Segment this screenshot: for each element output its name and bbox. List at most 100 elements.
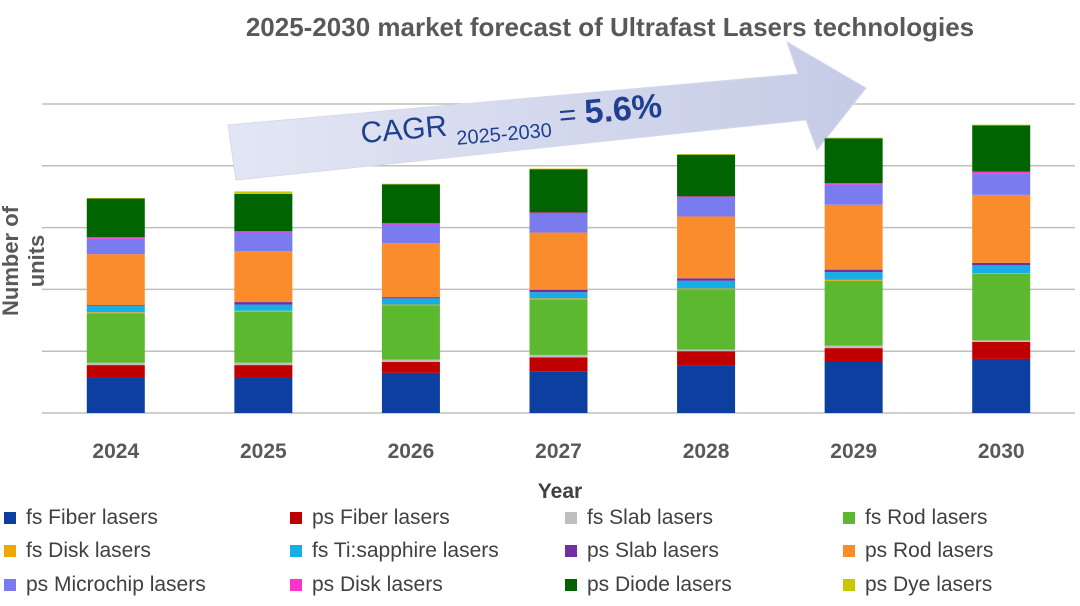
bar-segment: [677, 154, 736, 197]
bar-segment: [234, 193, 293, 231]
bar-segment: [677, 289, 736, 350]
bar-segment: [381, 183, 440, 185]
legend-item: ps Slab lasers: [565, 539, 719, 562]
legend-label: ps Microchip lasers: [26, 573, 206, 596]
bar-segment: [529, 169, 588, 213]
bar-segment: [824, 279, 883, 281]
bar-segment: [86, 198, 145, 238]
bar-segment: [824, 137, 883, 139]
legend-item: fs Fiber lasers: [4, 506, 158, 529]
x-tick-label: 2026: [388, 440, 435, 463]
bar-segment: [677, 280, 736, 289]
bar-segment: [86, 237, 145, 239]
bar-segment: [529, 299, 588, 355]
x-tick-label: 2024: [92, 440, 139, 463]
bar-segment: [824, 348, 883, 363]
bar-segment: [529, 357, 588, 372]
cagr-prefix: CAGR: [359, 109, 449, 151]
bar-segment: [86, 306, 145, 313]
growth-arrow: [227, 40, 867, 181]
bar-segment: [677, 197, 736, 217]
bar-segment: [234, 251, 293, 303]
bar-segment: [381, 243, 440, 298]
x-tick-label: 2030: [978, 440, 1025, 463]
legend-item: fs Slab lasers: [565, 506, 714, 529]
legend-swatch: [4, 512, 16, 524]
legend-item: ps Rod lasers: [843, 539, 994, 562]
bar-segment: [529, 298, 588, 300]
legend-label: ps Fiber lasers: [312, 506, 450, 529]
bar-segment: [824, 138, 883, 184]
legend-label: fs Disk lasers: [26, 539, 151, 562]
bar-segment: [86, 377, 145, 413]
legend-label: fs Fiber lasers: [26, 506, 158, 529]
legend-swatch: [843, 579, 855, 591]
legend-swatch: [290, 579, 302, 591]
bar-segment: [824, 280, 883, 346]
bar-segment: [381, 184, 440, 223]
bar-segment: [86, 312, 145, 314]
bar-segment: [529, 371, 588, 413]
bar-segment: [824, 272, 883, 280]
bar-segment: [824, 345, 883, 349]
legend-item: fs Disk lasers: [4, 539, 151, 562]
legend-swatch: [290, 545, 302, 557]
bar-segment: [381, 297, 440, 299]
bar-segment: [972, 262, 1031, 266]
legend-label: ps Slab lasers: [587, 539, 719, 562]
x-axis-label: Year: [537, 480, 583, 503]
bar-segment: [972, 341, 1031, 359]
legend-label: ps Disk lasers: [312, 573, 443, 596]
legend-item: fs Ti:sapphire lasers: [290, 539, 499, 562]
x-tick-label: 2028: [683, 440, 730, 463]
bar-segment: [381, 362, 440, 373]
bar-segment: [529, 292, 588, 299]
bar-segment: [972, 273, 1031, 274]
bar-segment: [824, 184, 883, 205]
legend-label: fs Slab lasers: [587, 506, 714, 529]
legend-label: ps Dye lasers: [865, 573, 993, 596]
legend-item: ps Disk lasers: [290, 573, 443, 596]
bar-segment: [824, 204, 883, 270]
x-tick-label: 2025: [240, 440, 287, 463]
bar-segment: [529, 354, 588, 358]
x-tick-labels: 2024 2025 2026 2027 2028 2029 2030: [92, 440, 1024, 463]
legend-swatch: [843, 545, 855, 557]
bar-segment: [677, 288, 736, 290]
bar-segment: [824, 269, 883, 273]
bar-segment: [381, 304, 440, 306]
bar-segment: [972, 194, 1031, 263]
bar-segment: [824, 183, 883, 185]
bar-segment: [677, 351, 736, 366]
legend-item: ps Microchip lasers: [4, 573, 206, 596]
y-axis-label: Number of units: [0, 206, 49, 316]
legend-label: fs Ti:sapphire lasers: [312, 539, 499, 562]
bar-segment: [234, 362, 293, 366]
bar-segment: [677, 349, 736, 352]
bar-segment: [972, 173, 1031, 195]
bar-segment: [381, 224, 440, 244]
legend-swatch: [4, 545, 16, 557]
legend-item: fs Rod lasers: [843, 506, 988, 529]
bar-segment: [234, 230, 293, 233]
legend-label: fs Rod lasers: [865, 506, 988, 529]
bar-segment: [86, 238, 145, 255]
bar-segment: [972, 265, 1031, 274]
bar-segment: [972, 358, 1031, 413]
bar-stacks: [86, 124, 1031, 413]
cagr-value: 5.6%: [582, 86, 664, 132]
legend-swatch: [565, 579, 577, 591]
legend-item: ps Dye lasers: [843, 573, 993, 596]
bar-segment: [86, 197, 145, 199]
bar-segment: [86, 254, 145, 306]
bar-segment: [381, 372, 440, 413]
legend-label: ps Rod lasers: [865, 539, 994, 562]
bar-segment: [234, 304, 293, 311]
x-tick-label: 2027: [535, 440, 582, 463]
legend-swatch: [565, 512, 577, 524]
cagr-equals: =: [557, 98, 578, 133]
bar-segment: [86, 313, 145, 363]
bar-segment: [234, 377, 293, 413]
bar-segment: [972, 124, 1031, 126]
